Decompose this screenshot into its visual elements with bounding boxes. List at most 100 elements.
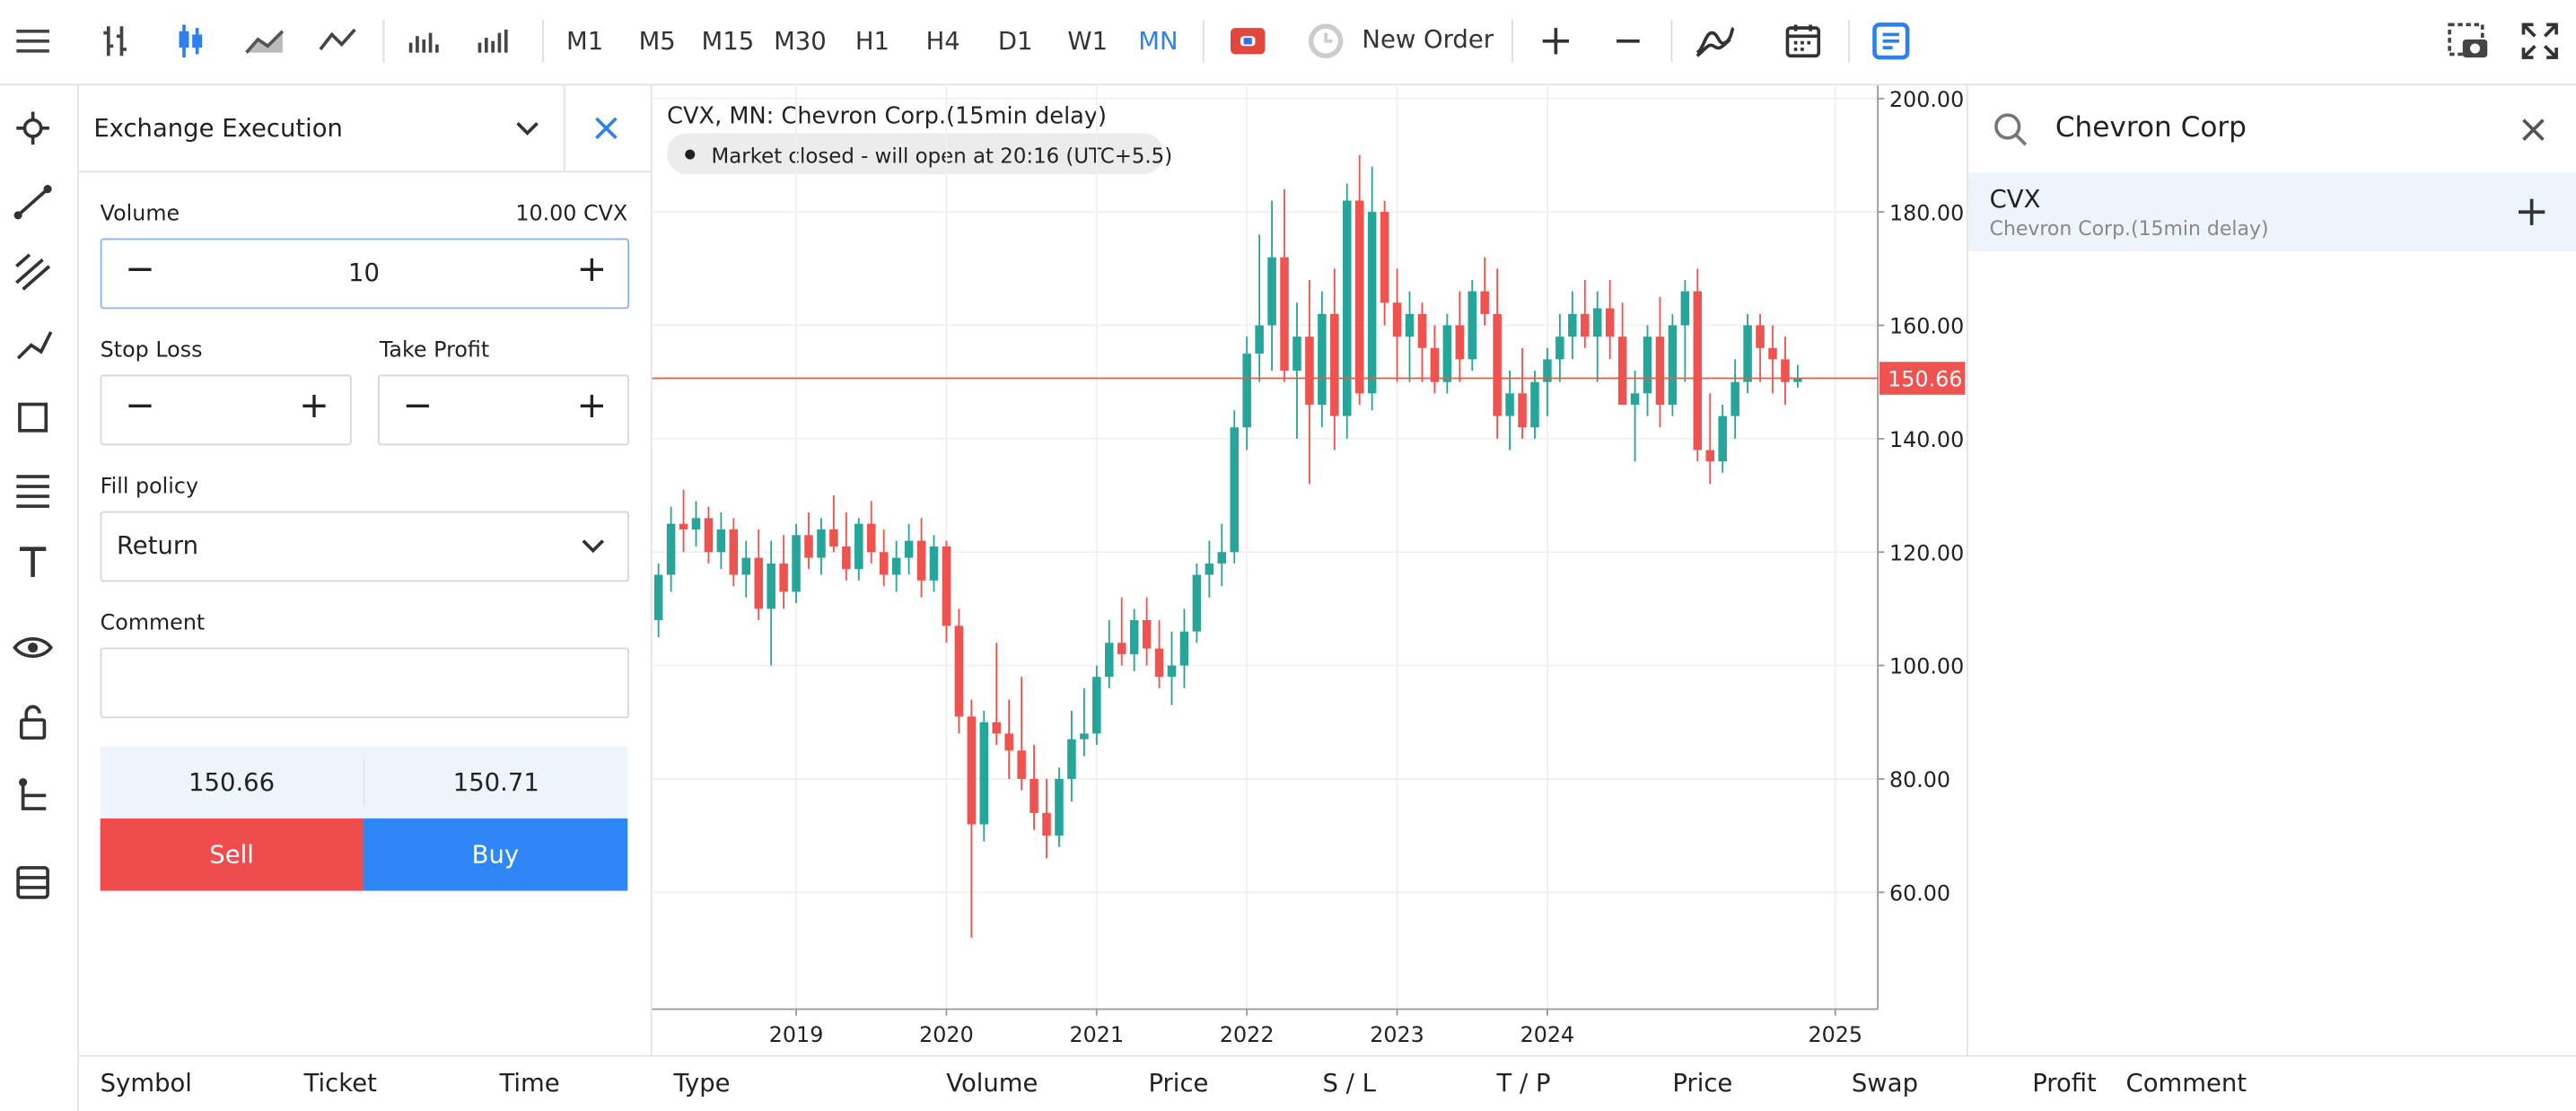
candle-body [1242, 354, 1251, 428]
column-header: Ticket [303, 1068, 377, 1098]
volume-input[interactable] [100, 238, 630, 310]
candle-body [1117, 643, 1126, 654]
buy-button[interactable]: Buy [363, 818, 628, 891]
fill-policy-select[interactable] [100, 511, 630, 582]
candle-body [1718, 416, 1727, 462]
candle-body [792, 535, 801, 592]
timeframe-button[interactable]: M30 [774, 26, 827, 57]
candle-body [1493, 313, 1502, 416]
tp-minus[interactable]: − [402, 386, 434, 428]
new-order-button[interactable]: New Order [1362, 24, 1494, 55]
add-symbol[interactable] [2517, 197, 2546, 227]
candle-body [942, 546, 951, 626]
candle-body [1255, 325, 1264, 354]
candle-body [1705, 450, 1715, 462]
candle-body [1442, 325, 1452, 382]
candle-body [1693, 291, 1703, 451]
candle-body [1179, 631, 1189, 666]
bid-price: 150.66 [188, 767, 276, 798]
column-header: Price [1148, 1068, 1209, 1098]
menu-button[interactable] [13, 23, 53, 59]
last-price-tag [1879, 362, 1966, 395]
candle-body [1267, 257, 1276, 326]
column-header: Volume [946, 1068, 1038, 1098]
column-header: Swap [1851, 1068, 1919, 1098]
candle-body [866, 523, 876, 553]
stop-loss-input[interactable] [100, 374, 352, 446]
close-panel[interactable] [593, 115, 619, 141]
timeframe-button[interactable]: D1 [997, 26, 1033, 57]
y-tick-label: 180.00 [1889, 200, 1964, 225]
candle-body [1417, 313, 1427, 348]
candle-body [1230, 427, 1239, 553]
timeframe-button[interactable]: M5 [638, 26, 676, 57]
candle-body [842, 546, 851, 570]
candle-body [1004, 733, 1013, 751]
indicators[interactable] [1694, 23, 1737, 59]
result-description: Chevron Corp.(15min delay) [1989, 216, 2269, 241]
candle-body [1530, 381, 1539, 428]
column-header: S / L [1322, 1068, 1376, 1098]
candle-body [704, 518, 714, 553]
calendar[interactable] [1784, 22, 1824, 61]
candle-body [1605, 308, 1615, 337]
candle-body [716, 529, 726, 553]
column-header: Profit [2032, 1068, 2097, 1098]
candle-body [804, 535, 813, 558]
candle-body [967, 716, 977, 825]
candle-body [741, 557, 751, 575]
timeframe-button[interactable]: H4 [925, 26, 960, 57]
candle-body [691, 518, 701, 529]
screenshot[interactable] [2446, 20, 2492, 63]
timeframe-button[interactable]: M1 [566, 26, 604, 57]
comment-input[interactable] [100, 647, 630, 719]
timeframe-button[interactable]: M15 [701, 26, 755, 57]
candle-body [1030, 778, 1038, 813]
take-profit-input[interactable] [377, 374, 630, 446]
sl-minus[interactable]: − [125, 386, 155, 428]
zoom-in[interactable] [1538, 23, 1577, 59]
sell-button[interactable]: Sell [100, 818, 364, 891]
panel-title: Exchange Execution [93, 113, 343, 144]
candle-body [729, 529, 739, 575]
candle-body [1668, 325, 1678, 405]
order-type-dropdown[interactable] [514, 118, 540, 138]
drawing-tools[interactable] [10, 102, 63, 907]
candle-body [754, 557, 763, 609]
x-tick-label: 2019 [769, 1022, 824, 1047]
y-tick-label: 80.00 [1889, 767, 1950, 792]
candle-body [1154, 648, 1164, 678]
fullscreen[interactable] [2520, 22, 2560, 61]
candle-body [1380, 212, 1389, 303]
search-query[interactable]: Chevron Corp [2055, 111, 2247, 145]
candle-body [1555, 337, 1564, 360]
timeframe-button[interactable]: W1 [1067, 26, 1108, 57]
candle-body [1680, 291, 1690, 326]
search-result[interactable] [1967, 172, 2576, 252]
sl-plus[interactable]: + [299, 386, 329, 428]
x-tick-label: 2021 [1070, 1022, 1125, 1047]
candle-body [1781, 359, 1790, 382]
new-order-icon[interactable] [1308, 23, 1347, 59]
column-header: Time [499, 1068, 560, 1098]
trade-panel-toggle[interactable] [1871, 22, 1911, 61]
volume-minus[interactable]: − [125, 249, 155, 292]
column-header: Type [673, 1068, 731, 1098]
tp-plus[interactable]: + [576, 386, 608, 428]
candle-body [1205, 563, 1214, 575]
volume-plus[interactable]: + [576, 249, 608, 292]
market-status: Market closed - will open at 20:16 (UTC+… [712, 144, 1173, 168]
chart-type-icons[interactable] [99, 20, 542, 63]
candle-body [1017, 750, 1026, 779]
candle-body [1405, 313, 1415, 337]
timeframe-button[interactable]: H1 [854, 26, 890, 57]
one-click-icon[interactable] [1229, 23, 1268, 59]
candle-body [1617, 337, 1627, 405]
clear-search[interactable] [2520, 117, 2546, 143]
timeframe-button[interactable]: MN [1138, 26, 1178, 57]
y-tick-label: 100.00 [1889, 654, 1964, 679]
candle-body [1330, 313, 1339, 416]
x-tick-label: 2024 [1520, 1022, 1575, 1047]
zoom-out[interactable] [1610, 23, 1650, 59]
